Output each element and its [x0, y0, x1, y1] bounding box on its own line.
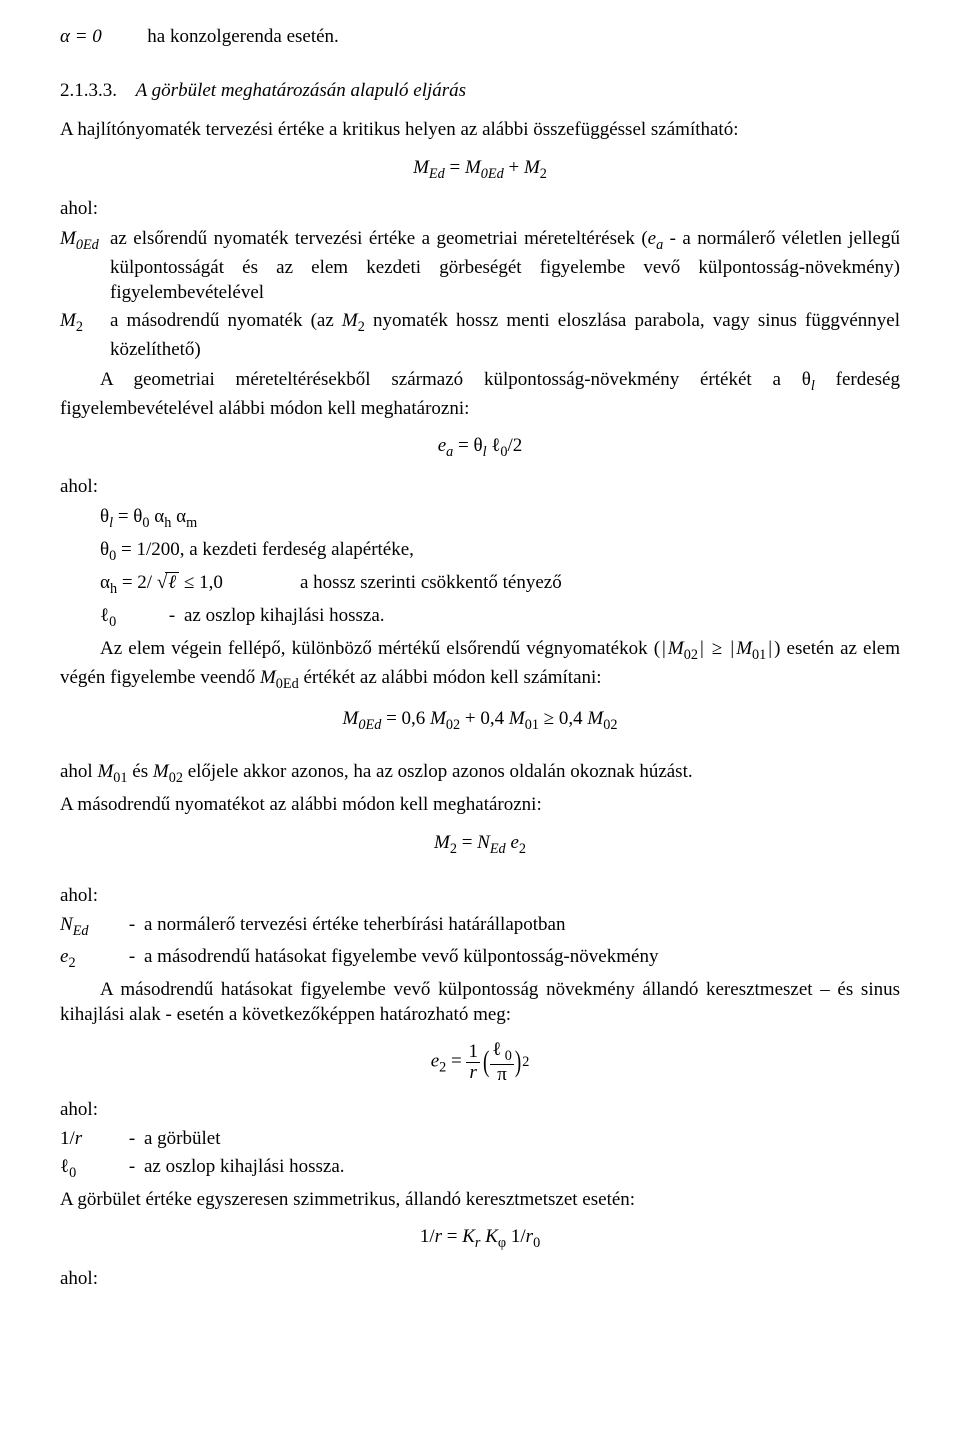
- ahol-2: ahol:: [60, 474, 900, 500]
- ahol-3: ahol:: [60, 883, 900, 909]
- formula-e2: e2 = 1 r ( ℓ 0 π ) 2: [60, 1040, 900, 1085]
- para-e2-intro: A másodrendű hatásokat figyelembe vevő k…: [60, 977, 900, 1028]
- line-ell0: ℓ0 - az oszlop kihajlási hossza.: [100, 603, 900, 632]
- ahol-5: ahol:: [60, 1266, 900, 1292]
- def-M0Ed-text: az elsőrendű nyomaték tervezési értéke a…: [110, 226, 900, 306]
- def-M0Ed: M0Ed az elsőrendű nyomaték tervezési ért…: [60, 226, 900, 306]
- def-M2-text: a másodrendű nyomaték (az M2 nyomaték ho…: [110, 308, 900, 363]
- formula-ea: ea = θl ℓ0/2: [60, 433, 900, 462]
- alpha-text: ha konzolgerenda esetén.: [147, 26, 339, 47]
- def-M2-symbol: M2: [60, 308, 110, 337]
- def-NEd: NEd - a normálerő tervezési értéke teher…: [60, 912, 900, 941]
- section-number: 2.1.3.3.: [60, 80, 117, 101]
- def-1overr: 1/r - a görbület: [60, 1126, 900, 1152]
- intro-paragraph: A hajlítónyomaték tervezési értéke a kri…: [60, 117, 900, 143]
- alpha-condition-line: α = 0 ha konzolgerenda esetén.: [60, 24, 900, 50]
- section-title: A görbület meghatározásán alapuló eljárá…: [136, 80, 466, 101]
- section-heading: 2.1.3.3. A görbület meghatározásán alapu…: [60, 78, 900, 104]
- def-ell0-b: ℓ0 - az oszlop kihajlási hossza.: [60, 1154, 900, 1183]
- formula-MEd: MEd = M0Ed + M2: [60, 155, 900, 184]
- theta-lines: θl = θ0 αh αm θ0 = 1/200, a kezdeti ferd…: [100, 504, 900, 632]
- para-end-moments: Az elem végein fellépő, különböző mérték…: [60, 636, 900, 694]
- def-M2: M2 a másodrendű nyomaték (az M2 nyomaték…: [60, 308, 900, 363]
- line-theta-0: θ0 = 1/200, a kezdeti ferdeség alapérték…: [100, 537, 900, 566]
- para-sign-convention: ahol M01 és M02 előjele akkor azonos, ha…: [60, 759, 900, 788]
- para-theta-l: A geometriai méreteltérésekből származó …: [60, 367, 900, 422]
- document-page: α = 0 ha konzolgerenda esetén. 2.1.3.3. …: [0, 0, 960, 1335]
- def-M0Ed-symbol: M0Ed: [60, 226, 110, 255]
- para-curvature-intro: A görbület értéke egyszeresen szimmetrik…: [60, 1187, 900, 1213]
- line-alpha-h: αh = 2/ √ℓ ≤ 1,0 a hossz szerinti csökke…: [100, 570, 900, 599]
- def-e2: e2 - a másodrendű hatásokat figyelembe v…: [60, 944, 900, 973]
- formula-1overr: 1/r = Kr Kφ 1/r0: [60, 1224, 900, 1253]
- alpha-eq: α = 0: [60, 26, 102, 47]
- ahol-1: ahol:: [60, 196, 900, 222]
- para-second-order-intro: A másodrendű nyomatékot az alábbi módon …: [60, 792, 900, 818]
- formula-M0Ed: M0Ed = 0,6 M02 + 0,4 M01 ≥ 0,4 M02: [60, 706, 900, 735]
- line-theta-l: θl = θ0 αh αm: [100, 504, 900, 533]
- formula-M2: M2 = NEd e2: [60, 830, 900, 859]
- ahol-4: ahol:: [60, 1097, 900, 1123]
